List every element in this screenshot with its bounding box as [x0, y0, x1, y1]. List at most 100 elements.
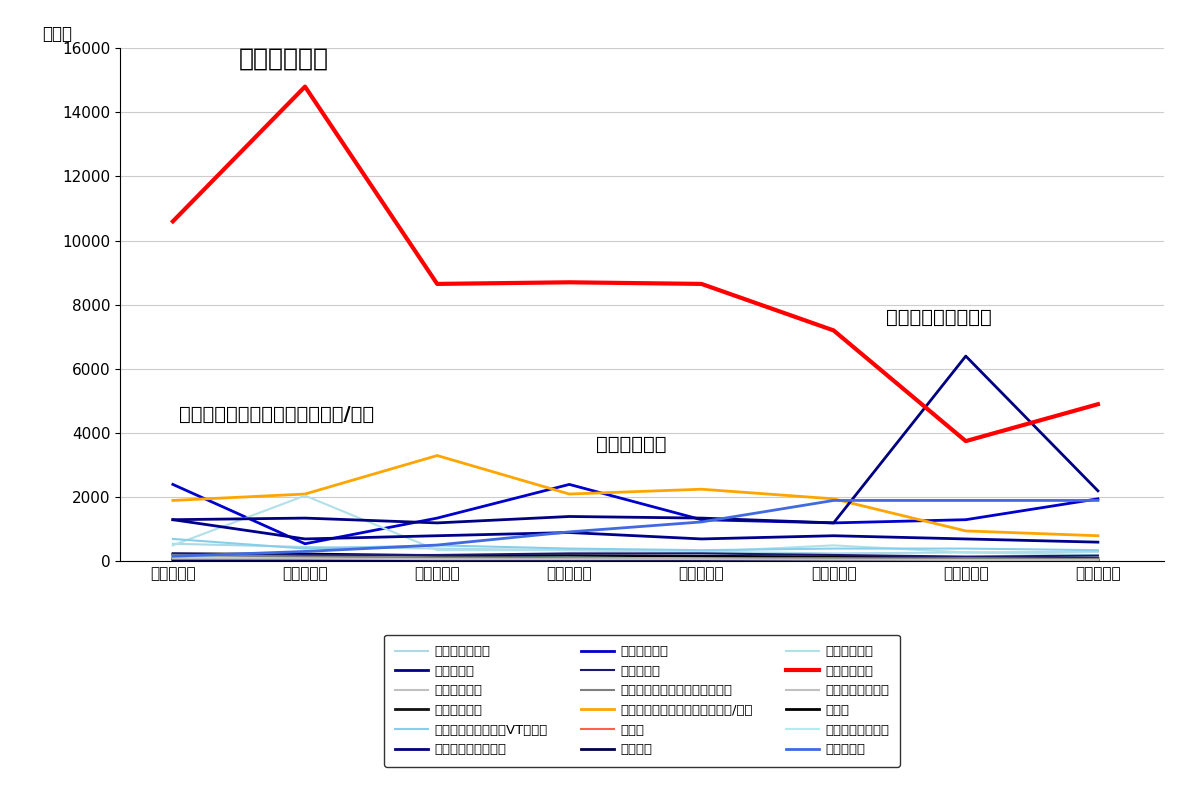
その他の細菌 — [695, 547, 709, 557]
その他のウイルス — [166, 553, 180, 563]
セレウス菌 — [166, 549, 180, 558]
サルコシスティス — [959, 554, 973, 564]
サルコシスティス — [1091, 555, 1105, 565]
その他の病原大腸菌 — [827, 518, 841, 528]
腸炎ビブリオ — [827, 556, 841, 565]
その他のウイルス — [827, 555, 841, 565]
ぶどう球菌 — [695, 534, 709, 544]
Line: その他のウイルス: その他のウイルス — [173, 558, 1098, 560]
セレウス菌 — [298, 550, 312, 560]
その他の病原大腸菌 — [695, 513, 709, 523]
クドア — [430, 551, 444, 561]
ボツリヌス菌 — [298, 557, 312, 566]
ウェルシュ菌 — [562, 480, 576, 489]
クドア — [959, 553, 973, 563]
Line: その他の細菌: その他の細菌 — [173, 496, 1098, 555]
サルモネラ属菌 — [1091, 547, 1105, 557]
クドア — [166, 549, 180, 559]
ぶどう球菌 — [959, 534, 973, 544]
ウェルシュ菌 — [298, 539, 312, 549]
セレウス菌 — [959, 552, 973, 561]
Line: ぶどう球菌: ぶどう球菌 — [173, 520, 1098, 542]
セレウス菌 — [695, 549, 709, 558]
クドア — [827, 552, 841, 561]
ぶどう球菌 — [430, 531, 444, 541]
Line: 腸管出血性大腸菌（VT産生）: 腸管出血性大腸菌（VT産生） — [173, 539, 1098, 550]
ボツリヌス菌 — [695, 557, 709, 566]
クドア — [298, 549, 312, 559]
カンピロバクター・ジェジュニ/コリ — [298, 489, 312, 499]
ボツリヌス菌 — [166, 557, 180, 566]
セレウス菌 — [430, 550, 444, 560]
カンピロバクター・ジェジュニ/コリ — [166, 496, 180, 505]
セレウス菌 — [827, 550, 841, 560]
ノロウイルス — [695, 279, 709, 289]
サルモネラ属菌 — [430, 544, 444, 553]
サルモネラ属菌 — [562, 545, 576, 555]
Text: カンピロバクター・ジェジュニ/コリ: カンピロバクター・ジェジュニ/コリ — [180, 404, 374, 423]
チフス菌 — [959, 557, 973, 566]
Line: ウェルシュ菌: ウェルシュ菌 — [173, 484, 1098, 544]
その他の細菌 — [827, 541, 841, 550]
腸管出血性大腸菌（VT産生） — [298, 544, 312, 553]
エルシニア・エンテロコリチカ — [562, 553, 576, 563]
その他の細菌 — [1091, 550, 1105, 560]
アニサキス — [695, 517, 709, 527]
Text: ノロウイルス: ノロウイルス — [239, 47, 329, 71]
ノロウイルス — [298, 82, 312, 91]
赤痢菌 — [695, 556, 709, 565]
その他の病原大腸菌 — [959, 351, 973, 361]
Line: サルコシスティス: サルコシスティス — [173, 557, 1098, 560]
その他のウイルス — [1091, 555, 1105, 565]
Line: 赤痢菌: 赤痢菌 — [173, 559, 1098, 561]
その他の病原大腸菌 — [166, 515, 180, 525]
ボツリヌス菌 — [562, 557, 576, 566]
腸管出血性大腸菌（VT産生） — [562, 544, 576, 553]
ノロウイルス — [1091, 399, 1105, 409]
エルシニア・エンテロコリチカ — [827, 554, 841, 564]
カンピロバクター・ジェジュニ/コリ — [430, 451, 444, 460]
サルコシスティス — [166, 553, 180, 562]
アニサキス — [298, 547, 312, 557]
ノロウイルス — [562, 277, 576, 287]
Line: アニサキス: アニサキス — [173, 500, 1098, 557]
カンピロバクター・ジェジュニ/コリ — [827, 494, 841, 504]
腸炎ビブリオ — [166, 553, 180, 563]
Line: セレウス菌: セレウス菌 — [173, 553, 1098, 557]
Line: 腸炎ビブリオ: 腸炎ビブリオ — [173, 558, 1098, 561]
腸炎ビブリオ — [298, 554, 312, 564]
赤痢菌 — [562, 556, 576, 565]
ウェルシュ菌 — [827, 518, 841, 528]
サルモネラ属菌 — [959, 548, 973, 557]
チフス菌 — [827, 556, 841, 565]
チフス菌 — [1091, 557, 1105, 566]
クドア — [562, 551, 576, 561]
エルシニア・エンテロコリチカ — [695, 554, 709, 564]
腸炎ビブリオ — [959, 556, 973, 565]
その他のウイルス — [695, 554, 709, 564]
エルシニア・エンテロコリチカ — [166, 550, 180, 560]
その他のウイルス — [562, 554, 576, 564]
アニサキス — [827, 496, 841, 505]
赤痢菌 — [1091, 556, 1105, 565]
アニサキス — [562, 527, 576, 537]
腸炎ビブリオ — [562, 555, 576, 565]
その他のウイルス — [298, 553, 312, 563]
その他の病原大腸菌 — [298, 513, 312, 523]
Text: その他の病原大腸菌: その他の病原大腸菌 — [887, 308, 992, 327]
ウェルシュ菌 — [430, 513, 444, 523]
ぶどう球菌 — [166, 515, 180, 525]
クドア — [695, 552, 709, 561]
その他の病原大腸菌 — [1091, 486, 1105, 496]
腸炎ビブリオ — [695, 555, 709, 565]
ぶどう球菌 — [827, 531, 841, 541]
腸管出血性大腸菌（VT産生） — [959, 544, 973, 553]
その他の病原大腸菌 — [562, 512, 576, 521]
その他のウイルス — [430, 554, 444, 564]
ウェルシュ菌 — [695, 515, 709, 525]
アニサキス — [430, 541, 444, 550]
エルシニア・エンテロコリチカ — [298, 552, 312, 561]
チフス菌 — [430, 556, 444, 565]
ぶどう球菌 — [1091, 537, 1105, 547]
チフス菌 — [562, 556, 576, 565]
